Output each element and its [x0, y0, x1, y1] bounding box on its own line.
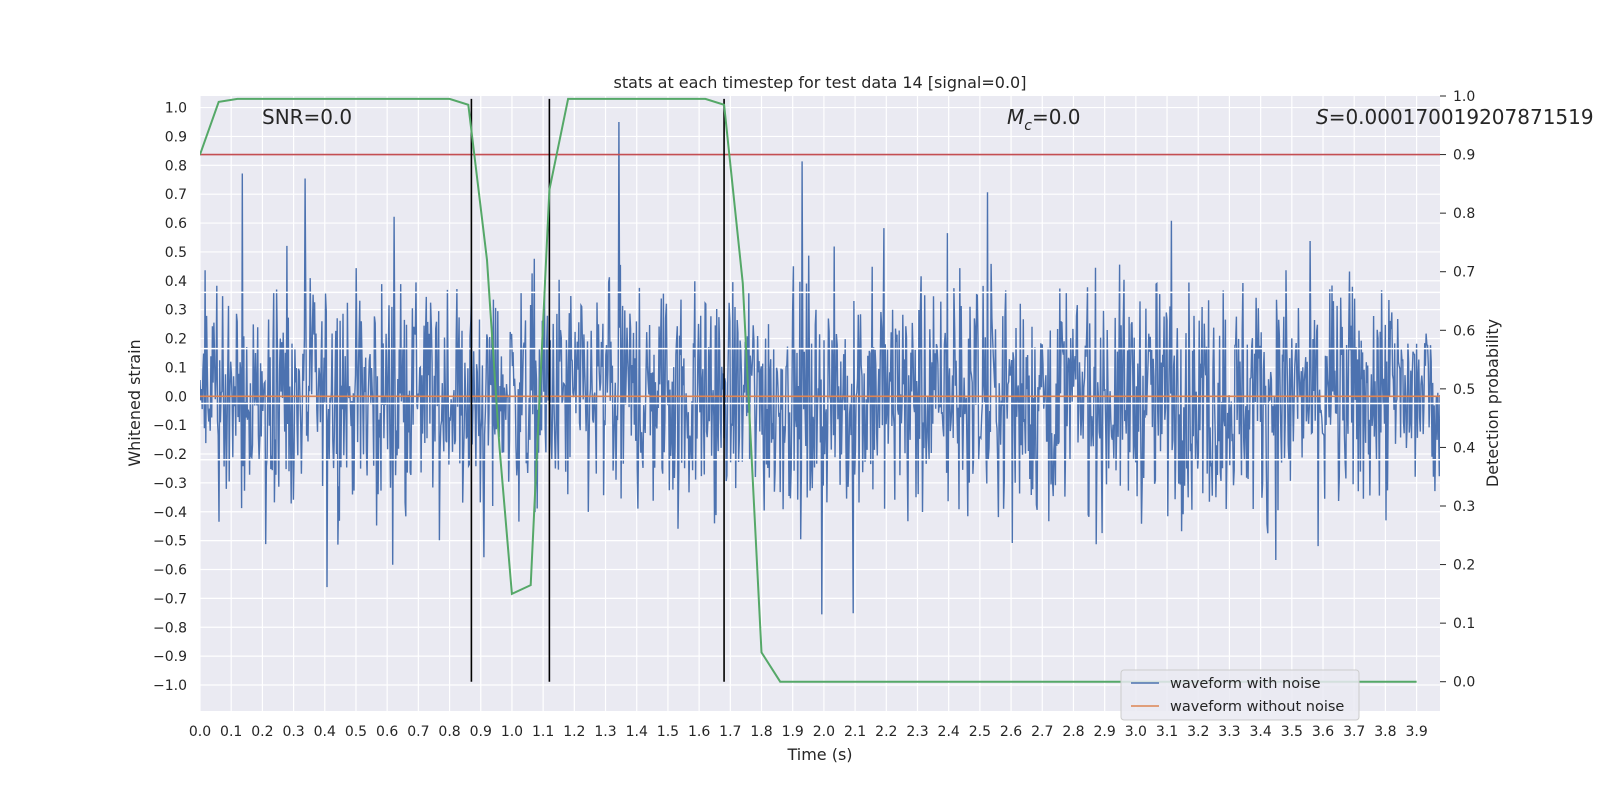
- y-tick-label: 1.0: [165, 101, 187, 117]
- y-tick-label: −0.5: [153, 534, 187, 550]
- y-axis-label: Whitened strain: [125, 339, 144, 466]
- y-tick-label: −0.2: [153, 447, 187, 463]
- x-tick-label: 2.2: [875, 724, 897, 740]
- x-tick-label: 0.7: [407, 724, 429, 740]
- y-right-axis-ticks: 1.0 0.9 0.8 0.7 0.6 0.5 0.4 0.3 0.2 0.1 0.0: [1440, 89, 1475, 691]
- s-trailing-digit: 9: [1581, 105, 1594, 129]
- x-tick-label: 1.3: [594, 724, 616, 740]
- y-right-tick-label: 0.6: [1453, 323, 1475, 339]
- x-tick-label: 3.8: [1374, 724, 1396, 740]
- x-tick-label: 1.4: [626, 724, 648, 740]
- x-tick-label: 0.0: [189, 724, 211, 740]
- x-tick-label: 2.0: [813, 724, 835, 740]
- y-right-tick-label: 0.7: [1453, 265, 1475, 281]
- x-tick-label: 2.1: [844, 724, 866, 740]
- x-tick-label: 2.7: [1031, 724, 1053, 740]
- x-tick-label: 0.9: [470, 724, 492, 740]
- x-tick-label: 1.5: [657, 724, 679, 740]
- y-tick-label: −0.4: [153, 505, 187, 521]
- snr-annotation: SNR=0.0: [262, 105, 352, 129]
- y-tick-label: −0.9: [153, 649, 187, 665]
- x-tick-label: 1.8: [750, 724, 772, 740]
- y-tick-label: 0.5: [165, 245, 187, 261]
- y-tick-label: 0.0: [165, 389, 187, 405]
- s-annotation: S=0.000170019207871519: [1316, 105, 1594, 129]
- x-tick-label: 0.3: [282, 724, 304, 740]
- y-axis-ticks: 1.0 0.9 0.8 0.7 0.6 0.5 0.4 0.3 0.2 0.1 0.0 −0.1 −0.…: [153, 101, 187, 694]
- s-value: =0.00017001920787151: [1329, 105, 1581, 129]
- y-tick-label: 0.2: [165, 332, 187, 348]
- x-tick-label: 0.5: [345, 724, 367, 740]
- y-right-axis-label: Detection probability: [1483, 319, 1502, 487]
- x-tick-label: 1.1: [532, 724, 554, 740]
- x-axis-label: Time (s): [786, 745, 852, 764]
- y-right-tick-label: 0.5: [1453, 382, 1475, 398]
- x-tick-label: 0.8: [438, 724, 460, 740]
- x-tick-label: 1.2: [563, 724, 585, 740]
- x-tick-label: 3.3: [1218, 724, 1240, 740]
- x-tick-label: 3.9: [1405, 724, 1427, 740]
- x-tick-label: 3.6: [1312, 724, 1334, 740]
- x-tick-label: 0.1: [220, 724, 242, 740]
- y-right-tick-label: 0.2: [1453, 558, 1475, 574]
- x-tick-label: 1.9: [782, 724, 804, 740]
- y-tick-label: −0.7: [153, 591, 187, 607]
- y-tick-label: −0.6: [153, 563, 187, 579]
- x-tick-label: 0.4: [314, 724, 336, 740]
- x-tick-label: 1.0: [501, 724, 523, 740]
- x-tick-label: 3.1: [1156, 724, 1178, 740]
- y-right-tick-label: 1.0: [1453, 89, 1475, 105]
- y-right-tick-label: 0.4: [1453, 440, 1475, 456]
- x-tick-label: 2.3: [906, 724, 928, 740]
- y-tick-label: 0.3: [165, 303, 187, 319]
- x-tick-label: 0.6: [376, 724, 398, 740]
- legend-label-noise: waveform with noise: [1170, 676, 1321, 692]
- y-right-tick-label: 0.3: [1453, 499, 1475, 515]
- x-tick-label: 3.5: [1281, 724, 1303, 740]
- y-tick-label: −0.3: [153, 476, 187, 492]
- s-symbol: S: [1316, 105, 1329, 129]
- x-tick-label: 2.5: [969, 724, 991, 740]
- x-tick-label: 3.0: [1125, 724, 1147, 740]
- x-tick-label: 3.2: [1187, 724, 1209, 740]
- y-tick-label: −1.0: [153, 678, 187, 694]
- legend: waveform with noise waveform without noi…: [1120, 669, 1360, 721]
- y-right-tick-label: 0.1: [1453, 616, 1475, 632]
- x-tick-label: 3.4: [1249, 724, 1271, 740]
- y-tick-label: 0.6: [165, 216, 187, 232]
- y-right-tick-label: 0.8: [1453, 206, 1475, 222]
- legend-box: [1120, 669, 1360, 721]
- x-axis-ticks: 0.0 0.1 0.2 0.3 0.4 0.5 0.6 0.7 0.8 0.9 1.0 1.1 1.2 1…: [189, 724, 1428, 740]
- mc-value: =0.0: [1032, 105, 1081, 129]
- mc-annotation: Mc=0.0: [1007, 105, 1081, 134]
- probability-series-line: [200, 97, 1417, 683]
- y-tick-label: 0.7: [165, 187, 187, 203]
- chart-title: stats at each timestep for test data 14 …: [614, 73, 1027, 92]
- x-tick-label: 1.6: [688, 724, 710, 740]
- x-tick-label: 1.7: [719, 724, 741, 740]
- y-tick-label: 0.1: [165, 360, 187, 376]
- x-tick-label: 2.6: [1000, 724, 1022, 740]
- legend-label-clean: waveform without noise: [1170, 699, 1344, 715]
- white-hlines: [200, 291, 1440, 461]
- y-right-tick-label: 0.0: [1453, 675, 1475, 691]
- x-tick-label: 2.9: [1094, 724, 1116, 740]
- x-tick-label: 2.4: [938, 724, 960, 740]
- y-tick-label: −0.8: [153, 620, 187, 636]
- y-tick-label: −0.1: [153, 418, 187, 434]
- y-right-tick-label: 0.9: [1453, 148, 1475, 164]
- y-tick-label: 0.8: [165, 158, 187, 174]
- y-tick-label: 0.9: [165, 129, 187, 145]
- mc-subscript: c: [1024, 118, 1032, 134]
- y-tick-label: 0.4: [165, 274, 187, 290]
- x-tick-label: 0.2: [251, 724, 273, 740]
- x-tick-label: 3.7: [1343, 724, 1365, 740]
- mc-symbol: M: [1007, 105, 1024, 129]
- noise-series-line: [200, 121, 1440, 615]
- x-tick-label: 2.8: [1062, 724, 1084, 740]
